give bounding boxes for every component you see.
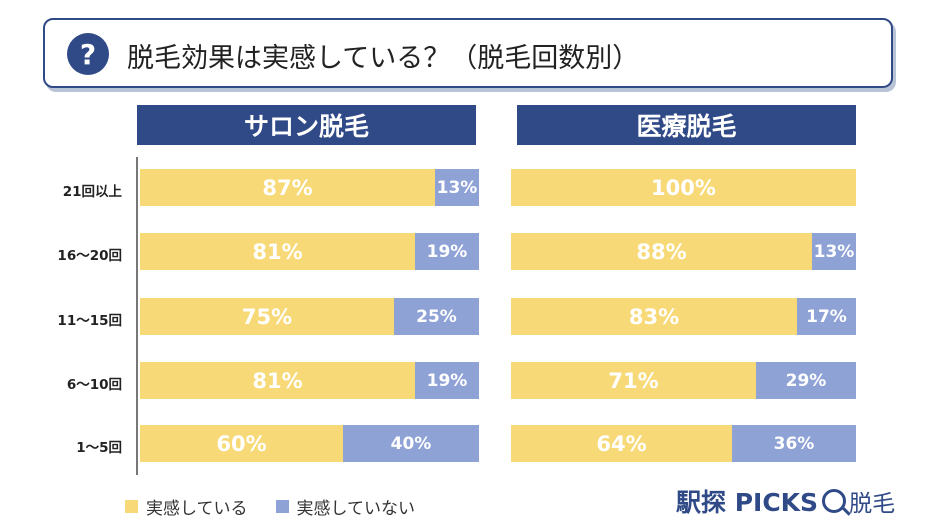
- bar-row: 64% 36%: [511, 425, 856, 462]
- legend: 実感している 実感していない: [125, 494, 443, 519]
- bar-segment-yes: 71%: [511, 362, 756, 399]
- legend-item-no: 実感していない: [275, 494, 416, 519]
- brand-name: 駅探 PICKS: [676, 488, 819, 517]
- bar-row: 83% 17%: [511, 298, 856, 335]
- bar-row: 88% 13%: [511, 233, 856, 270]
- bar-segment-yes: 100%: [511, 169, 856, 206]
- bar-segment-no: 36%: [732, 425, 856, 462]
- bar-segment-yes: 60%: [140, 425, 343, 462]
- legend-label-no: 実感していない: [296, 499, 416, 519]
- bar-segment-no: 29%: [756, 362, 856, 399]
- brand-sub: 脱毛: [849, 491, 896, 517]
- bar-segment-no: 25%: [394, 298, 479, 335]
- category-label: 1〜5回: [76, 440, 122, 456]
- panel-title-salon: サロン脱毛: [137, 105, 476, 145]
- panel-title-medical: 医療脱毛: [517, 105, 856, 145]
- bar-row: 87% 13%: [140, 169, 479, 206]
- bar-segment-yes: 88%: [511, 233, 812, 270]
- bar-row: 75% 25%: [140, 298, 479, 335]
- category-label: 6〜10回: [66, 377, 122, 393]
- legend-swatch-yes: [125, 500, 138, 513]
- y-axis-line: [136, 157, 138, 475]
- bar-row: 100%: [511, 169, 856, 206]
- chart-title: 脱毛効果は実感している？（脱毛回数別）: [127, 43, 640, 74]
- category-label: 16〜20回: [57, 248, 122, 264]
- bar-segment-yes: 87%: [140, 169, 435, 206]
- bar-row: 71% 29%: [511, 362, 856, 399]
- bar-segment-no: 13%: [435, 169, 479, 206]
- magnifier-icon: [822, 489, 847, 513]
- bar-segment-yes: 81%: [140, 362, 415, 399]
- bar-segment-yes: 81%: [140, 233, 415, 270]
- legend-label-yes: 実感している: [146, 499, 248, 519]
- bar-segment-yes: 75%: [140, 298, 394, 335]
- bar-row: 81% 19%: [140, 233, 479, 270]
- bar-row: 81% 19%: [140, 362, 479, 399]
- bar-segment-no: 17%: [797, 298, 856, 335]
- bar-segment-no: 19%: [415, 362, 479, 399]
- bar-segment-no: 40%: [343, 425, 479, 462]
- bar-segment-yes: 83%: [511, 298, 797, 335]
- legend-item-yes: 実感している: [125, 494, 248, 519]
- bar-segment-yes: 64%: [511, 425, 732, 462]
- legend-swatch-no: [275, 500, 289, 513]
- bar-row: 60% 40%: [140, 425, 479, 462]
- bar-segment-no: 13%: [812, 233, 856, 270]
- category-label: 11〜15回: [57, 313, 122, 329]
- category-label: 21回以上: [62, 184, 122, 200]
- brand-logo: 駅探 PICKS 脱毛: [676, 483, 895, 519]
- bar-segment-no: 19%: [415, 233, 479, 270]
- question-icon: ?: [67, 33, 109, 75]
- title-box: ? 脱毛効果は実感している？（脱毛回数別）: [43, 18, 893, 88]
